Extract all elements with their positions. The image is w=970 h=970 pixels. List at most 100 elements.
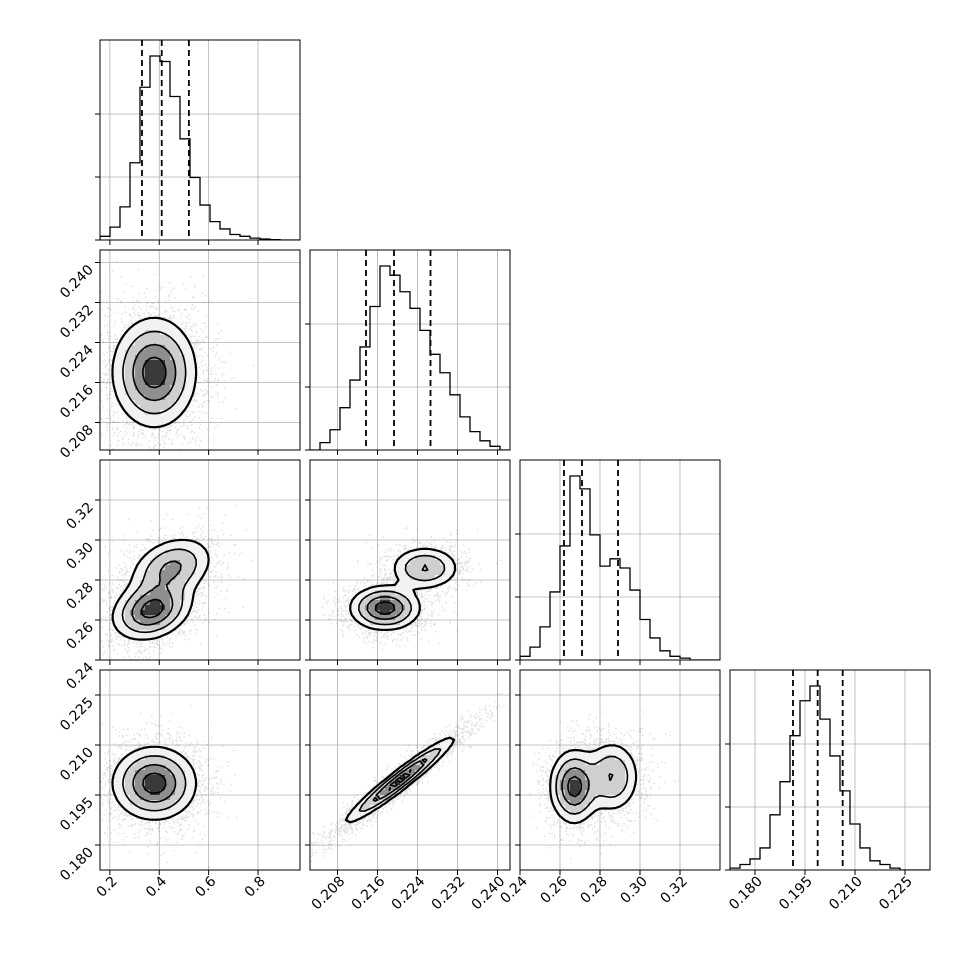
density-cell xyxy=(580,790,586,796)
density-cell xyxy=(390,775,396,781)
density-cell xyxy=(410,775,416,781)
density-cell xyxy=(360,615,366,621)
density-cell xyxy=(570,800,576,806)
density-cell xyxy=(140,330,146,336)
density-cell xyxy=(125,360,131,366)
density-cell xyxy=(115,610,121,616)
density-cell xyxy=(435,750,441,756)
y-tick-label: 0.195 xyxy=(57,795,97,835)
density-cell xyxy=(125,780,131,786)
contour-level-2 xyxy=(132,763,177,803)
density-cell xyxy=(120,770,126,776)
density-cell xyxy=(165,570,171,576)
density-cell xyxy=(165,380,171,386)
density-cell xyxy=(580,755,586,761)
density-cell xyxy=(115,375,121,381)
density-cell xyxy=(620,790,626,796)
density-cell xyxy=(130,345,136,351)
density-cell xyxy=(170,810,176,816)
density-cell xyxy=(570,815,576,821)
density-cell xyxy=(120,775,126,781)
density-cell xyxy=(165,625,171,631)
density-cell xyxy=(135,575,141,581)
density-cell xyxy=(415,770,421,776)
density-cell xyxy=(190,355,196,361)
density-cell xyxy=(150,580,156,586)
density-cell xyxy=(120,350,126,356)
density-cell xyxy=(555,805,561,811)
density-cell xyxy=(165,410,171,416)
density-cell xyxy=(190,545,196,551)
density-cell xyxy=(560,795,566,801)
density-cell xyxy=(170,340,176,346)
density-cell xyxy=(380,790,386,796)
density-cell xyxy=(140,750,146,756)
density-cell xyxy=(610,765,616,771)
density-cell xyxy=(160,815,166,821)
x-tick-label: 0.208 xyxy=(309,874,349,914)
density-cell xyxy=(180,360,186,366)
density-cell xyxy=(350,810,356,816)
density-cell xyxy=(135,780,141,786)
density-cell xyxy=(120,355,126,361)
density-cell xyxy=(170,585,176,591)
density-cell xyxy=(155,605,161,611)
density-cell xyxy=(160,335,166,341)
density-cell xyxy=(125,610,131,616)
density-cell xyxy=(410,770,416,776)
density-cell xyxy=(360,805,366,811)
density-cell xyxy=(420,580,426,586)
density-cell xyxy=(115,785,121,791)
y-tick-label: 0.225 xyxy=(57,695,97,735)
density-cell xyxy=(130,760,136,766)
density-cell xyxy=(390,610,396,616)
density-cell xyxy=(170,400,176,406)
density-cell xyxy=(125,345,131,351)
density-cell xyxy=(565,780,571,786)
density-cell xyxy=(120,385,126,391)
density-cell xyxy=(615,790,621,796)
density-cell xyxy=(410,570,416,576)
density-cell xyxy=(195,570,201,576)
density-cell xyxy=(585,795,591,801)
density-cell xyxy=(430,575,436,581)
density-cell xyxy=(130,785,136,791)
density-cell xyxy=(165,335,171,341)
density-cell xyxy=(145,375,151,381)
density-cell xyxy=(620,765,626,771)
density-cell xyxy=(355,610,361,616)
density-cell xyxy=(630,765,636,771)
density-cell xyxy=(170,415,176,421)
density-cell xyxy=(190,380,196,386)
density-cell xyxy=(190,780,196,786)
density-cell xyxy=(150,610,156,616)
density-cell xyxy=(140,380,146,386)
density-cell xyxy=(350,610,356,616)
density-cell xyxy=(155,755,161,761)
density-cell xyxy=(125,595,131,601)
scatter-frame xyxy=(309,669,511,871)
density-cell xyxy=(185,580,191,586)
density-cell xyxy=(445,575,451,581)
density-cell xyxy=(165,755,171,761)
density-cell xyxy=(125,400,131,406)
density-cell xyxy=(170,550,176,556)
density-cell xyxy=(145,800,151,806)
density-cell xyxy=(125,340,131,346)
density-cell xyxy=(600,775,606,781)
density-cell xyxy=(605,745,611,751)
scatter-content xyxy=(100,460,300,660)
contour-level-3 xyxy=(142,356,167,389)
density-cell xyxy=(125,790,131,796)
density-cell xyxy=(360,600,366,606)
density-cell xyxy=(170,380,176,386)
density-cell xyxy=(405,775,411,781)
density-cell xyxy=(155,785,161,791)
contour-level-3 xyxy=(374,601,396,615)
density-cell xyxy=(445,565,451,571)
density-cell xyxy=(115,780,121,786)
density-cell xyxy=(425,760,431,766)
density-cell xyxy=(130,775,136,781)
density-cell xyxy=(375,600,381,606)
density-cell xyxy=(155,775,161,781)
